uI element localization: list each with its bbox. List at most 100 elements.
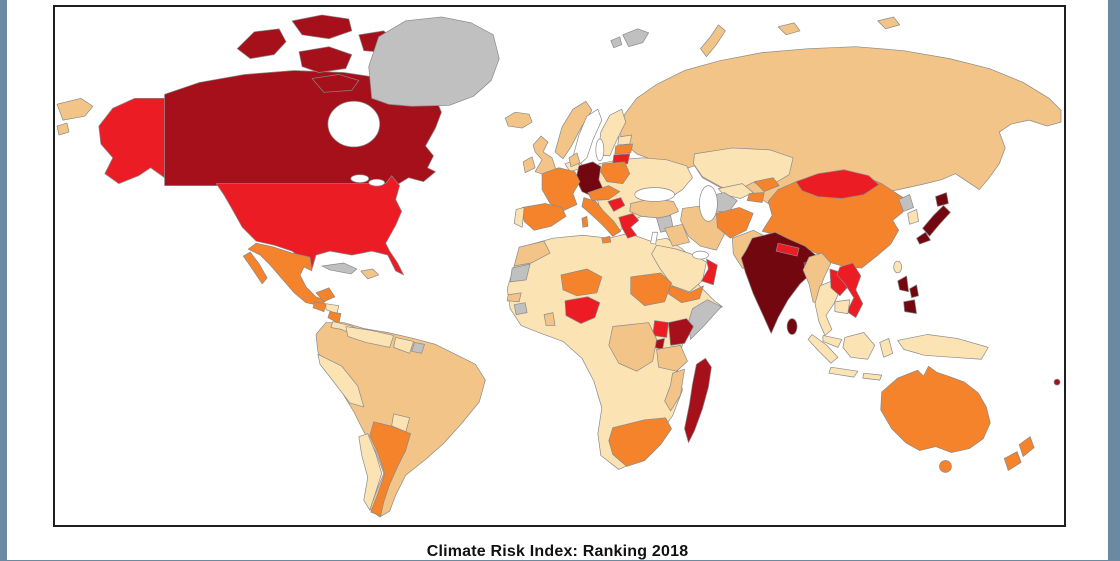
country-france bbox=[541, 167, 581, 211]
country-croatia bbox=[607, 197, 626, 212]
figure-page: Climate Risk Index: Ranking 2018 bbox=[7, 0, 1108, 560]
country-venezuela bbox=[345, 326, 395, 348]
country-denmark bbox=[568, 152, 581, 168]
country-new-zealand-south bbox=[1003, 451, 1022, 471]
baltic-sea bbox=[595, 138, 605, 162]
country-italy bbox=[581, 197, 622, 237]
country-vietnam bbox=[836, 262, 864, 318]
country-indonesia-sumatra bbox=[807, 334, 839, 364]
country-latvia bbox=[614, 143, 634, 155]
country-mongolia bbox=[795, 169, 880, 199]
country-greece bbox=[618, 213, 640, 239]
country-guatemala bbox=[312, 301, 327, 312]
country-mexico-yucatan bbox=[315, 287, 336, 303]
country-saudi-arabia bbox=[651, 244, 707, 293]
country-canada-arctic bbox=[291, 14, 353, 40]
country-czech-austria bbox=[587, 185, 621, 201]
country-canada-arctic bbox=[298, 46, 353, 73]
country-tajikistan bbox=[746, 192, 765, 203]
country-russia-novaya-zemlya bbox=[700, 24, 726, 57]
country-hispaniola bbox=[360, 268, 380, 280]
country-philippines-mindanao bbox=[903, 299, 917, 314]
country-russia-arctic-island bbox=[877, 16, 901, 30]
country-indonesia-java bbox=[828, 366, 859, 378]
country-indonesia-lesser-sunda bbox=[862, 372, 883, 381]
country-indonesia-borneo bbox=[842, 332, 876, 360]
country-usa bbox=[216, 175, 404, 276]
country-svalbard bbox=[622, 28, 649, 48]
country-nepal bbox=[775, 242, 800, 257]
country-tanzania bbox=[656, 345, 688, 372]
country-western-sahara bbox=[509, 263, 531, 283]
country-indonesia-sulawesi bbox=[879, 338, 894, 358]
persian-gulf bbox=[692, 250, 709, 260]
country-japan-hokkaido bbox=[935, 192, 949, 207]
black-sea bbox=[634, 187, 675, 202]
country-iceland bbox=[504, 111, 533, 129]
country-uganda bbox=[652, 320, 669, 338]
country-madagascar bbox=[684, 357, 712, 443]
country-guinea-coast bbox=[513, 302, 528, 315]
country-lithuania bbox=[612, 153, 631, 165]
country-sri-lanka bbox=[786, 318, 798, 335]
country-poland bbox=[600, 161, 631, 184]
country-philippines-luzon bbox=[897, 275, 909, 293]
caspian-sea bbox=[699, 185, 718, 222]
country-afghanistan bbox=[716, 207, 754, 239]
country-japan-honshu bbox=[922, 205, 951, 237]
country-malaysia bbox=[822, 335, 843, 348]
country-india bbox=[740, 231, 818, 334]
country-new-guinea bbox=[897, 334, 989, 360]
country-russia-arctic-island bbox=[777, 22, 801, 36]
country-usa-alaska bbox=[98, 97, 165, 184]
country-portugal bbox=[513, 207, 525, 228]
country-kyrgyzstan bbox=[753, 177, 780, 192]
country-russia-chukotka bbox=[56, 97, 94, 121]
country-south-africa bbox=[608, 417, 672, 467]
country-new-zealand-north bbox=[1018, 436, 1035, 457]
great-lakes bbox=[368, 178, 386, 187]
country-fiji bbox=[1053, 378, 1061, 386]
country-iraq bbox=[664, 223, 690, 247]
country-italy-sardinia bbox=[581, 216, 589, 228]
country-chile bbox=[358, 433, 383, 511]
country-mexico-baja bbox=[242, 251, 268, 285]
country-canada-arctic bbox=[311, 74, 360, 93]
map-title: Climate Risk Index: Ranking 2018 bbox=[426, 543, 689, 560]
country-niger bbox=[560, 268, 603, 297]
country-nigeria bbox=[564, 296, 601, 324]
country-senegal bbox=[506, 292, 522, 303]
country-israel bbox=[650, 231, 658, 245]
country-japan-kyushu bbox=[916, 231, 931, 245]
country-mozambique bbox=[664, 368, 685, 412]
country-peru bbox=[317, 353, 365, 408]
country-finland bbox=[597, 108, 627, 157]
country-oman bbox=[701, 258, 718, 286]
country-spain bbox=[521, 203, 567, 231]
country-australia bbox=[880, 365, 991, 453]
country-drc bbox=[608, 322, 657, 372]
country-philippines-visayas bbox=[909, 284, 919, 299]
country-australia-tasmania bbox=[939, 460, 952, 473]
country-russia-chukotka-2 bbox=[56, 122, 70, 136]
country-cuba bbox=[321, 262, 358, 275]
country-sudan bbox=[630, 272, 672, 307]
country-yemen bbox=[668, 285, 704, 304]
country-italy-sicily bbox=[601, 235, 612, 244]
country-argentina bbox=[369, 421, 411, 517]
world-map-frame bbox=[53, 5, 1066, 527]
great-lakes bbox=[350, 174, 370, 183]
country-south-korea bbox=[907, 209, 919, 225]
country-ghana bbox=[543, 312, 556, 326]
country-svalbard-2 bbox=[610, 36, 623, 49]
country-north-korea bbox=[898, 194, 914, 212]
country-cambodia bbox=[834, 299, 851, 314]
country-kenya bbox=[668, 318, 694, 346]
country-morocco bbox=[513, 240, 551, 267]
country-suriname bbox=[411, 342, 425, 354]
country-guyana bbox=[393, 337, 414, 354]
country-greenland bbox=[368, 16, 500, 107]
country-sweden bbox=[572, 108, 603, 166]
country-estonia bbox=[617, 134, 633, 146]
